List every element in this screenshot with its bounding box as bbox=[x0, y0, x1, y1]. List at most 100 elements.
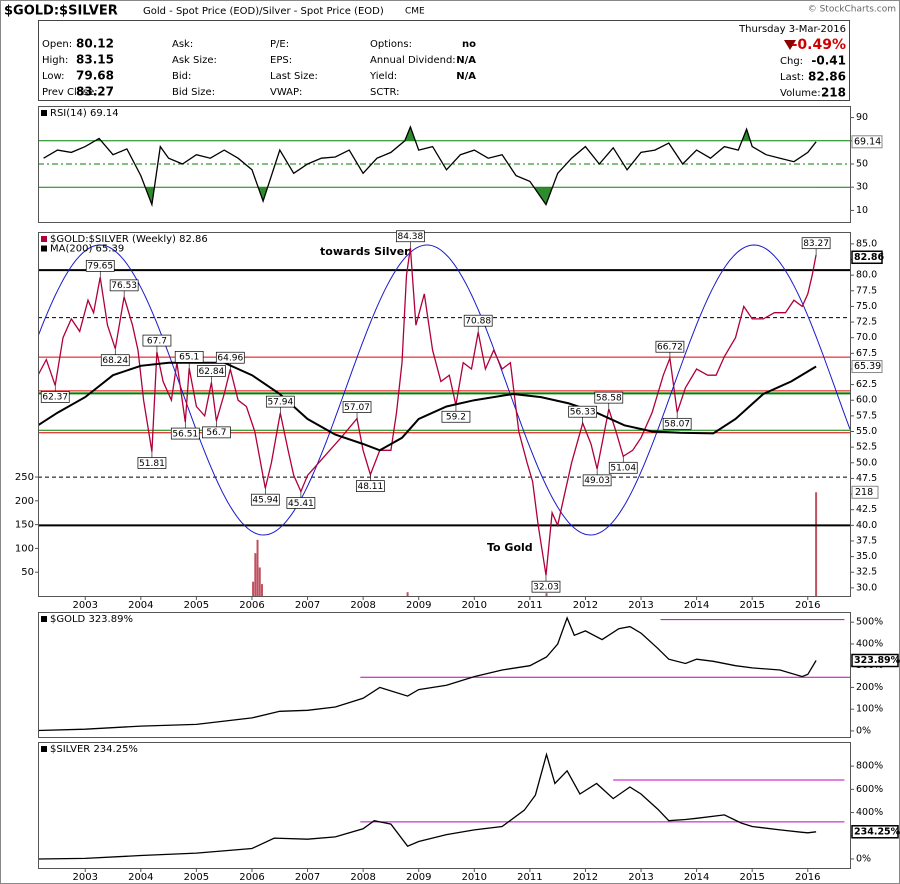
point-label: 56.7 bbox=[206, 428, 226, 438]
plot-area bbox=[38, 125, 850, 208]
annotation: towards Silver bbox=[320, 245, 410, 258]
x-tick-label: 2016 bbox=[795, 600, 820, 611]
y-tick-label: 50 bbox=[856, 159, 868, 170]
point-label: 62.37 bbox=[42, 393, 68, 403]
x-tick-label: 2012 bbox=[573, 872, 598, 883]
point-label: 51.04 bbox=[610, 464, 636, 474]
point-label: 70.88 bbox=[465, 316, 491, 326]
legend-name: RSI(14) bbox=[50, 108, 87, 119]
series-line bbox=[43, 125, 817, 208]
point-label: 45.41 bbox=[288, 499, 314, 509]
y-tick-label: 500% bbox=[856, 617, 883, 628]
y-tick-label: 42.5 bbox=[856, 504, 877, 515]
quote-value: 80.12 bbox=[76, 37, 114, 51]
summary-value: -0.41 bbox=[811, 54, 846, 68]
legend-value: 234.25% bbox=[93, 744, 138, 755]
point-label: 68.24 bbox=[102, 356, 128, 366]
series-line bbox=[38, 361, 817, 452]
y-tick-label: 600% bbox=[856, 784, 883, 795]
quote-label: High: bbox=[42, 55, 68, 66]
x-tick-label: 2004 bbox=[128, 600, 153, 611]
y-tick-label: 37.5 bbox=[856, 535, 877, 546]
x-tick-label: 2005 bbox=[184, 872, 209, 883]
quote-label: Bid Size: bbox=[172, 87, 215, 98]
point-label: 83.27 bbox=[803, 239, 829, 249]
series-line bbox=[38, 616, 817, 732]
volume-badge bbox=[851, 485, 879, 499]
quote-label: VWAP: bbox=[270, 87, 302, 98]
last-badge-value: 323.89% bbox=[854, 655, 900, 666]
y-tick-label: 72.5 bbox=[856, 317, 877, 328]
label-box bbox=[215, 351, 245, 364]
y-tick-label: 35.0 bbox=[856, 551, 877, 562]
y-tick-label: 47.5 bbox=[856, 473, 877, 484]
volume-bar bbox=[254, 553, 257, 596]
point-label: 32.03 bbox=[533, 582, 559, 592]
x-tick-label: 2011 bbox=[517, 872, 542, 883]
label-box bbox=[396, 230, 425, 243]
x-tick-label: 2003 bbox=[73, 600, 98, 611]
label-box bbox=[342, 401, 372, 413]
label-box bbox=[608, 461, 638, 474]
x-tick-label: 2004 bbox=[128, 872, 153, 883]
symbol: $GOLD:$SILVER bbox=[4, 4, 118, 19]
quote-value: 83.15 bbox=[76, 53, 114, 67]
x-tick-label: 2009 bbox=[406, 872, 431, 883]
last-badge-value: 65.39 bbox=[854, 361, 881, 372]
volume-bar bbox=[815, 492, 818, 596]
quote-label: Last Size: bbox=[270, 71, 318, 82]
label-box bbox=[655, 340, 685, 353]
x-tick-label: 2009 bbox=[406, 600, 431, 611]
legend-value: 82.86 bbox=[179, 234, 208, 245]
y-tick-label: 0% bbox=[856, 853, 871, 864]
legend-entry: RSI(14) 69.14 bbox=[50, 108, 119, 119]
legend-swatch bbox=[41, 236, 47, 242]
label-box bbox=[85, 259, 115, 272]
y-tick-label: 10 bbox=[856, 205, 868, 216]
label-box bbox=[174, 350, 204, 363]
legend-swatch bbox=[41, 110, 47, 116]
point-label: 56.51 bbox=[172, 429, 198, 439]
y-tick-label: 800% bbox=[856, 761, 883, 772]
x-tick-label: 2010 bbox=[462, 872, 487, 883]
point-label: 84.38 bbox=[397, 232, 423, 242]
exchange: CME bbox=[405, 7, 425, 17]
point-label: 58.58 bbox=[596, 393, 622, 403]
y-tick-label: 100% bbox=[856, 704, 883, 715]
x-tick-label: 2007 bbox=[295, 872, 320, 883]
y-tick-label: 60.0 bbox=[856, 395, 877, 406]
point-label: 65.1 bbox=[179, 353, 199, 363]
volume-bar bbox=[252, 581, 255, 596]
summary-value: 218 bbox=[821, 86, 846, 100]
point-label: 64.96 bbox=[217, 354, 243, 364]
change-pct: -0.49% bbox=[792, 37, 846, 53]
x-tick-label: 2014 bbox=[684, 600, 709, 611]
point-label: 45.94 bbox=[252, 495, 278, 505]
point-label: 62.84 bbox=[199, 367, 225, 377]
point-label: 48.11 bbox=[357, 482, 383, 492]
legend-swatch bbox=[41, 245, 47, 252]
label-box bbox=[356, 480, 385, 492]
legend-swatch bbox=[41, 746, 47, 752]
quote-date: Thursday 3-Mar-2016 bbox=[738, 24, 846, 35]
last-badge-value: 82.86 bbox=[854, 252, 884, 263]
point-label: 56.33 bbox=[570, 407, 596, 417]
volume-bar bbox=[258, 567, 261, 596]
y-tick-label: 70.0 bbox=[856, 332, 877, 343]
legend-swatch bbox=[41, 616, 47, 622]
y-tick-label: 400% bbox=[856, 638, 883, 649]
quote-label: Options: bbox=[370, 39, 412, 50]
volume-tick-label: 100 bbox=[15, 543, 34, 554]
panel-frame bbox=[38, 742, 851, 869]
description: Gold - Spot Price (EOD)/Silver - Spot Pr… bbox=[143, 6, 384, 17]
quote-value: 79.68 bbox=[76, 69, 114, 83]
y-tick-label: 62.5 bbox=[856, 379, 877, 390]
y-tick-label: 30 bbox=[856, 182, 868, 193]
y-tick-label: 55.0 bbox=[856, 426, 877, 437]
x-tick-label: 2008 bbox=[350, 600, 375, 611]
legend-name: $GOLD bbox=[50, 614, 86, 625]
legend-entry: MA(200) 65.39 bbox=[50, 244, 124, 255]
annotation: To Gold bbox=[487, 541, 533, 554]
y-tick-label: 52.5 bbox=[856, 442, 877, 453]
